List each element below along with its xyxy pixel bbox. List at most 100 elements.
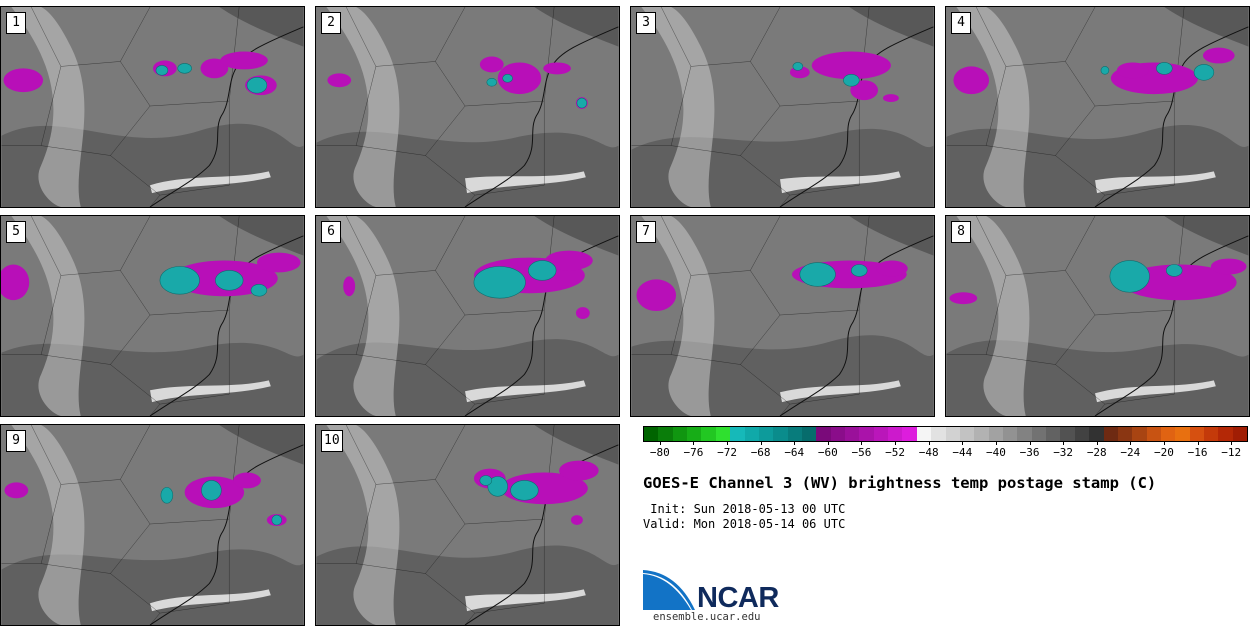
colorbar-segment [859, 427, 874, 441]
colorbar-segment [959, 427, 975, 441]
colorbar-tick-mark [1231, 441, 1233, 445]
colorbar-tick-mark [727, 441, 729, 445]
colorbar-tick-label: −80 [649, 446, 670, 459]
colorbar-segment [715, 427, 731, 441]
colorbar-segment [730, 427, 745, 441]
water-vapor-map-6 [316, 216, 619, 416]
colorbar-tick-label: −72 [717, 446, 737, 459]
colorbar-tick-mark [861, 441, 863, 445]
colorbar-segment [787, 427, 802, 441]
colorbar-segment [1060, 427, 1075, 441]
colorbar-segment [658, 427, 673, 441]
colorbar-segment [1017, 427, 1032, 441]
colorbar-segment [888, 427, 903, 441]
colorbar-segment [1160, 427, 1176, 441]
init-time: Init: Sun 2018-05-13 00 UTC [643, 502, 846, 516]
colorbar-tick-label: −16 [1187, 446, 1208, 459]
colorbar-tick-label: −24 [1120, 446, 1141, 459]
ensemble-member-panel-6: 6 [315, 215, 620, 417]
colorbar-segment [945, 427, 960, 441]
colorbar-segment [1146, 427, 1161, 441]
colorbar-tick-label: −60 [817, 446, 838, 459]
colorbar-tick-label: −64 [784, 446, 805, 459]
colorbar-tick-mark [995, 441, 997, 445]
colorbar-tick-mark [962, 441, 964, 445]
colorbar-segment [773, 427, 788, 441]
water-vapor-map-8 [946, 216, 1249, 416]
colorbar-segment [758, 427, 774, 441]
member-label: 6 [321, 221, 341, 243]
colorbar-segment [672, 427, 688, 441]
colorbar-tick-label: −56 [851, 446, 872, 459]
colorbar-segment [845, 427, 860, 441]
colorbar-segment [916, 427, 932, 441]
colorbar-tick-label: −52 [885, 446, 906, 459]
ensemble-member-panel-5: 5 [0, 215, 305, 417]
member-label: 10 [321, 430, 343, 452]
colorbar-segment [1002, 427, 1018, 441]
colorbar-segment [931, 427, 946, 441]
ensemble-member-panel-8: 8 [945, 215, 1250, 417]
colorbar-tick-mark [827, 441, 829, 445]
colorbar-segment [1089, 427, 1104, 441]
colorbar-segment [701, 427, 716, 441]
water-vapor-map-2 [316, 7, 619, 207]
member-label: 9 [6, 430, 26, 452]
ensemble-member-panel-1: 1 [0, 6, 305, 208]
member-label: 7 [636, 221, 656, 243]
colorbar-segment [1132, 427, 1147, 441]
colorbar-segment [873, 427, 889, 441]
colorbar-segment [644, 427, 659, 441]
colorbar-tick-mark [1163, 441, 1165, 445]
member-label: 8 [951, 221, 971, 243]
water-vapor-map-5 [1, 216, 304, 416]
colorbar-segment [1117, 427, 1133, 441]
brightness-temp-colorbar [643, 426, 1248, 442]
water-vapor-map-7 [631, 216, 934, 416]
colorbar-tick-mark [659, 441, 661, 445]
colorbar-segment [1204, 427, 1219, 441]
colorbar-segment [1218, 427, 1233, 441]
colorbar-tick-mark [760, 441, 762, 445]
colorbar-tick-mark [693, 441, 695, 445]
member-label: 2 [321, 12, 341, 34]
member-label: 4 [951, 12, 971, 34]
logo-url: ensemble.ucar.edu [653, 611, 761, 623]
colorbar-segment [902, 427, 917, 441]
colorbar-tick-label: −32 [1053, 446, 1074, 459]
water-vapor-map-4 [946, 7, 1249, 207]
member-label: 3 [636, 12, 656, 34]
water-vapor-map-10 [316, 425, 619, 625]
colorbar-tick-mark [1096, 441, 1098, 445]
colorbar-tick-mark [1063, 441, 1065, 445]
colorbar-tick-label: −48 [918, 446, 939, 459]
ensemble-member-panel-2: 2 [315, 6, 620, 208]
colorbar-tick-label: −40 [985, 446, 1006, 459]
colorbar-segment [1074, 427, 1090, 441]
ensemble-member-panel-10: 10 [315, 424, 620, 626]
colorbar-tick-labels: −80 −76 −72 −68 −64 −60 −56 −52 −48 −44 −40 −36 −32−… [643, 441, 1248, 460]
ensemble-member-panel-7: 7 [630, 215, 935, 417]
ensemble-member-panel-9: 9 [0, 424, 305, 626]
colorbar-segment [1189, 427, 1205, 441]
colorbar-segment [744, 427, 759, 441]
member-label: 1 [6, 12, 26, 34]
colorbar-segment [1031, 427, 1047, 441]
figure-title: GOES-E Channel 3 (WV) brightness temp po… [643, 474, 1157, 492]
colorbar-tick-mark [1029, 441, 1031, 445]
water-vapor-map-1 [1, 7, 304, 207]
colorbar-segment [1103, 427, 1118, 441]
colorbar-tick-label: −44 [952, 446, 973, 459]
colorbar-tick-mark [794, 441, 796, 445]
ncar-logo-icon [643, 570, 695, 610]
colorbar-tick-label: −36 [1019, 446, 1040, 459]
colorbar-tick-mark [1197, 441, 1199, 445]
water-vapor-map-9 [1, 425, 304, 625]
ncar-wordmark: NCAR [697, 582, 779, 614]
ensemble-member-panel-4: 4 [945, 6, 1250, 208]
water-vapor-map-3 [631, 7, 934, 207]
colorbar-segment [1175, 427, 1190, 441]
colorbar-tick-label: −68 [750, 446, 771, 459]
colorbar-tick-mark [928, 441, 930, 445]
colorbar-tick-label: −28 [1086, 446, 1107, 459]
